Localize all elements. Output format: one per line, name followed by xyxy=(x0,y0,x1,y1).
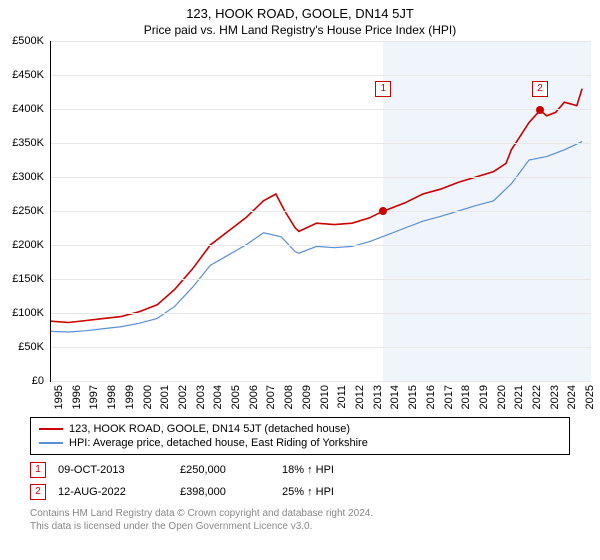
x-axis-label: 2013 xyxy=(372,385,384,409)
x-axis-label: 1995 xyxy=(53,385,65,409)
legend-box: 123, HOOK ROAD, GOOLE, DN14 5JT (detache… xyxy=(30,417,570,455)
x-axis-label: 2011 xyxy=(336,385,348,409)
gridline xyxy=(51,75,591,76)
sale-marker-point xyxy=(536,106,544,114)
x-axis-label: 2023 xyxy=(549,385,561,409)
sale-marker-point xyxy=(379,207,387,215)
y-axis-label: £200K xyxy=(0,239,44,251)
sale-callout: 2 xyxy=(532,81,548,97)
footer-text: Contains HM Land Registry data © Crown c… xyxy=(30,507,570,533)
x-axis-label: 2012 xyxy=(354,385,366,409)
x-axis-label: 2002 xyxy=(177,385,189,409)
gridline xyxy=(51,143,591,144)
legend-row: 123, HOOK ROAD, GOOLE, DN14 5JT (detache… xyxy=(39,422,561,436)
sales-table: 1 09-OCT-2013 £250,000 18% ↑ HPI 2 12-AUG-202… xyxy=(30,459,570,503)
legend-swatch xyxy=(39,442,63,444)
sale-pct: 18% ↑ HPI xyxy=(282,464,382,476)
legend-label: 123, HOOK ROAD, GOOLE, DN14 5JT (detache… xyxy=(69,423,350,435)
gridline xyxy=(51,245,591,246)
gridline xyxy=(51,109,591,110)
x-axis-label: 2018 xyxy=(460,385,472,409)
y-axis-label: £250K xyxy=(0,205,44,217)
sale-price: £398,000 xyxy=(180,486,270,498)
sale-row: 2 12-AUG-2022 £398,000 25% ↑ HPI xyxy=(30,481,570,503)
x-axis-label: 2004 xyxy=(212,385,224,409)
series-line xyxy=(51,142,582,332)
x-axis-label: 2001 xyxy=(159,385,171,409)
footer-line-2: This data is licensed under the Open Gov… xyxy=(30,520,570,533)
y-axis-label: £300K xyxy=(0,171,44,183)
x-axis-label: 2009 xyxy=(301,385,313,409)
y-axis-label: £0 xyxy=(0,375,44,387)
y-axis-label: £500K xyxy=(0,35,44,47)
x-axis-label: 2000 xyxy=(142,385,154,409)
gridline xyxy=(51,313,591,314)
y-axis-label: £350K xyxy=(0,137,44,149)
gridline xyxy=(51,279,591,280)
plot-region: 12 xyxy=(50,41,591,382)
x-axis-label: 2025 xyxy=(584,385,596,409)
x-axis-label: 2017 xyxy=(443,385,455,409)
sale-date: 09-OCT-2013 xyxy=(58,464,168,476)
sale-pct: 25% ↑ HPI xyxy=(282,486,382,498)
sale-price: £250,000 xyxy=(180,464,270,476)
x-axis-label: 2020 xyxy=(496,385,508,409)
sale-date: 12-AUG-2022 xyxy=(58,486,168,498)
x-axis-label: 2008 xyxy=(283,385,295,409)
footer-line-1: Contains HM Land Registry data © Crown c… xyxy=(30,507,570,520)
sale-row-marker: 2 xyxy=(30,484,46,500)
gridline xyxy=(51,177,591,178)
x-axis-label: 2005 xyxy=(230,385,242,409)
sale-row: 1 09-OCT-2013 £250,000 18% ↑ HPI xyxy=(30,459,570,481)
legend-row: HPI: Average price, detached house, East… xyxy=(39,436,561,450)
chart-subtitle: Price paid vs. HM Land Registry's House … xyxy=(0,21,600,41)
gridline xyxy=(51,211,591,212)
x-axis-label: 2010 xyxy=(319,385,331,409)
x-axis-label: 2021 xyxy=(513,385,525,409)
y-axis-label: £100K xyxy=(0,307,44,319)
series-line xyxy=(51,89,582,323)
x-axis-label: 2006 xyxy=(248,385,260,409)
x-axis-label: 2007 xyxy=(265,385,277,409)
x-axis-label: 2022 xyxy=(531,385,543,409)
x-axis-label: 2019 xyxy=(478,385,490,409)
x-axis-label: 2024 xyxy=(566,385,578,409)
legend-swatch xyxy=(39,428,63,430)
y-axis-label: £50K xyxy=(0,341,44,353)
x-axis-label: 1997 xyxy=(88,385,100,409)
x-axis-label: 2003 xyxy=(195,385,207,409)
y-axis-label: £450K xyxy=(0,69,44,81)
gridline xyxy=(51,381,591,382)
x-axis-label: 1999 xyxy=(124,385,136,409)
y-axis-label: £150K xyxy=(0,273,44,285)
y-axis-label: £400K xyxy=(0,103,44,115)
chart-area: 12 £0£50K£100K£150K£200K£250K£300K£350K£… xyxy=(50,41,590,411)
legend-label: HPI: Average price, detached house, East… xyxy=(69,437,368,449)
x-axis-label: 2016 xyxy=(425,385,437,409)
x-axis-label: 1996 xyxy=(71,385,83,409)
chart-container: 123, HOOK ROAD, GOOLE, DN14 5JT Price pa… xyxy=(0,0,600,560)
sale-callout: 1 xyxy=(375,81,391,97)
chart-title: 123, HOOK ROAD, GOOLE, DN14 5JT xyxy=(0,0,600,21)
gridline xyxy=(51,41,591,42)
gridline xyxy=(51,347,591,348)
x-axis-label: 1998 xyxy=(106,385,118,409)
x-axis-label: 2014 xyxy=(389,385,401,409)
sale-row-marker: 1 xyxy=(30,462,46,478)
x-axis-label: 2015 xyxy=(407,385,419,409)
